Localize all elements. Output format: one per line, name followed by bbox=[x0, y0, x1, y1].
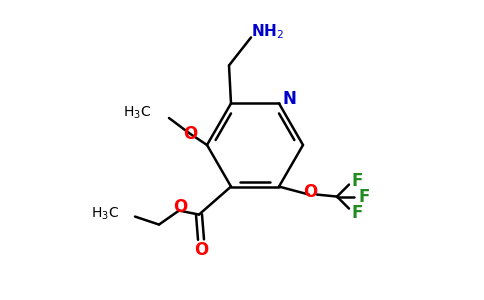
Text: F: F bbox=[358, 188, 370, 206]
Text: N: N bbox=[282, 90, 296, 108]
Text: F: F bbox=[351, 172, 363, 190]
Text: NH$_2$: NH$_2$ bbox=[251, 22, 284, 41]
Text: F: F bbox=[351, 204, 363, 222]
Text: O: O bbox=[183, 125, 197, 143]
Text: O: O bbox=[194, 241, 208, 259]
Text: O: O bbox=[303, 183, 317, 201]
Text: H$_3$C: H$_3$C bbox=[123, 105, 151, 121]
Text: H$_3$C: H$_3$C bbox=[91, 206, 119, 222]
Text: O: O bbox=[173, 198, 187, 216]
